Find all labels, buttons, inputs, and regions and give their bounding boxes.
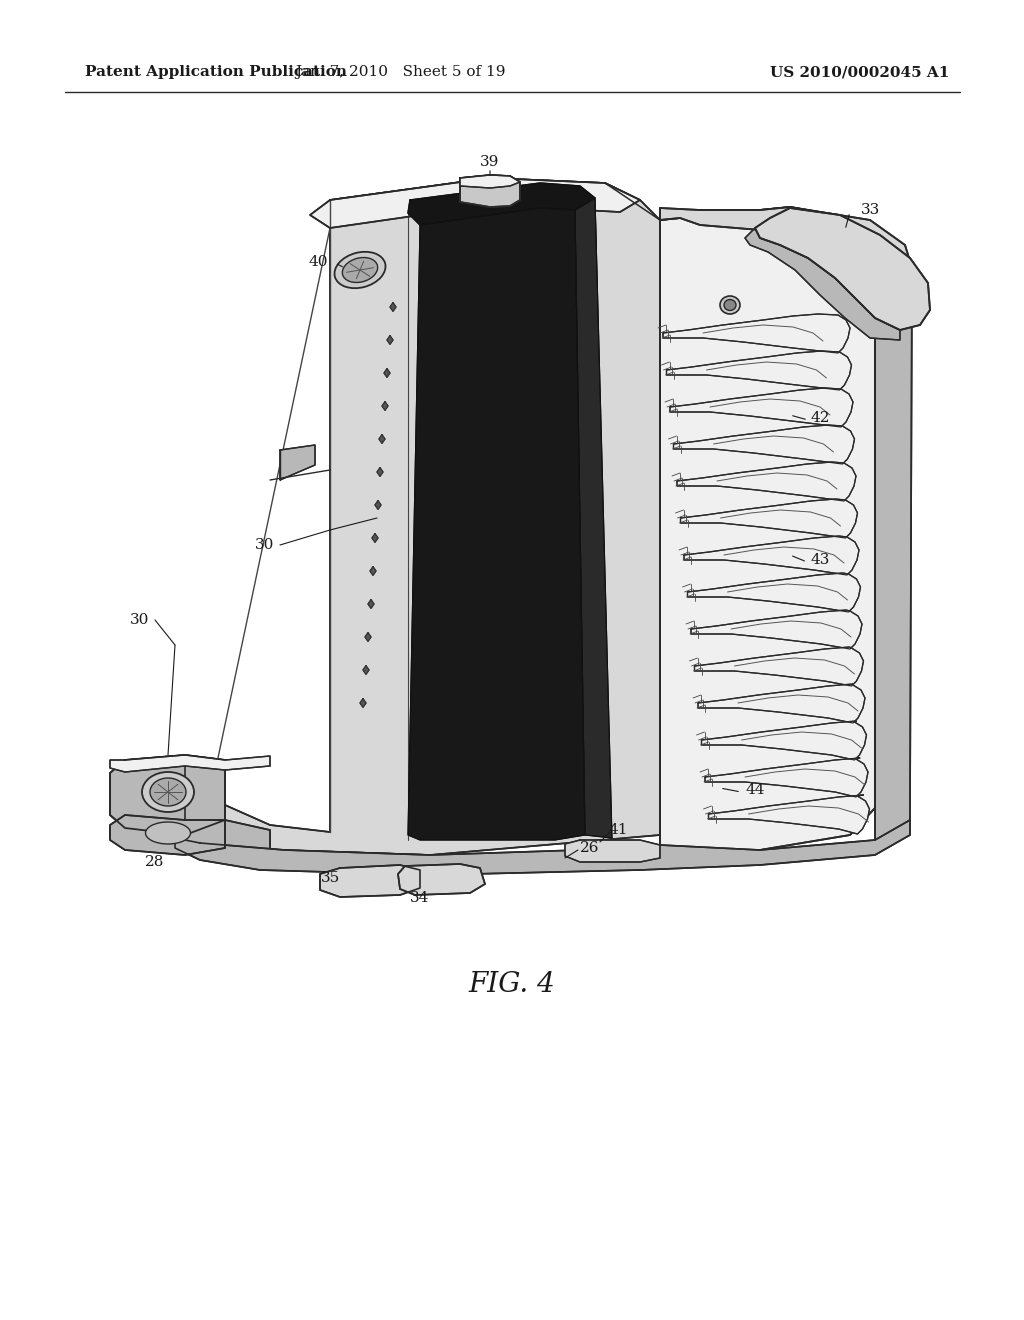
Polygon shape <box>359 698 367 708</box>
Polygon shape <box>670 388 853 426</box>
Polygon shape <box>370 566 376 576</box>
Text: 40: 40 <box>308 255 328 269</box>
Ellipse shape <box>342 257 378 282</box>
Text: 30: 30 <box>130 612 150 627</box>
Polygon shape <box>384 368 390 378</box>
Text: 33: 33 <box>860 203 880 216</box>
Polygon shape <box>667 351 852 389</box>
Ellipse shape <box>724 300 736 310</box>
Polygon shape <box>663 314 850 352</box>
Text: 39: 39 <box>480 154 500 169</box>
Polygon shape <box>408 209 585 840</box>
Polygon shape <box>677 462 856 502</box>
Polygon shape <box>110 755 225 836</box>
Polygon shape <box>280 445 315 480</box>
Ellipse shape <box>335 252 385 288</box>
Polygon shape <box>387 335 393 345</box>
Text: 42: 42 <box>810 411 829 425</box>
Polygon shape <box>687 573 860 612</box>
Polygon shape <box>382 401 388 411</box>
Text: Patent Application Publication: Patent Application Publication <box>85 65 347 79</box>
Ellipse shape <box>150 777 186 807</box>
Polygon shape <box>379 434 385 444</box>
Polygon shape <box>575 198 612 838</box>
Text: Jan. 7, 2010   Sheet 5 of 19: Jan. 7, 2010 Sheet 5 of 19 <box>295 65 505 79</box>
Polygon shape <box>408 183 595 224</box>
Polygon shape <box>310 178 640 228</box>
Text: 26: 26 <box>581 841 600 855</box>
Text: 41: 41 <box>608 822 628 837</box>
Polygon shape <box>755 209 930 330</box>
Text: 43: 43 <box>810 553 829 568</box>
Polygon shape <box>365 632 371 642</box>
Polygon shape <box>398 865 485 895</box>
Polygon shape <box>390 302 396 312</box>
Polygon shape <box>684 536 859 576</box>
Polygon shape <box>691 610 862 649</box>
Polygon shape <box>660 207 912 268</box>
Polygon shape <box>660 207 874 855</box>
Polygon shape <box>709 795 869 834</box>
Polygon shape <box>855 232 912 851</box>
Ellipse shape <box>145 822 190 843</box>
Polygon shape <box>110 820 270 855</box>
Polygon shape <box>377 467 383 477</box>
Polygon shape <box>705 758 868 797</box>
Polygon shape <box>372 533 378 543</box>
Text: 30: 30 <box>255 539 274 552</box>
Polygon shape <box>110 755 270 772</box>
Polygon shape <box>565 840 660 862</box>
Polygon shape <box>368 599 374 609</box>
Ellipse shape <box>720 296 740 314</box>
Text: US 2010/0002045 A1: US 2010/0002045 A1 <box>770 65 949 79</box>
Polygon shape <box>674 425 854 465</box>
Polygon shape <box>745 228 900 341</box>
Polygon shape <box>681 499 857 539</box>
Text: 35: 35 <box>321 871 340 884</box>
Polygon shape <box>319 865 420 898</box>
Polygon shape <box>362 665 369 675</box>
Text: 34: 34 <box>411 891 430 906</box>
Polygon shape <box>375 500 381 510</box>
Polygon shape <box>110 814 225 855</box>
Polygon shape <box>175 820 910 875</box>
Polygon shape <box>694 647 863 686</box>
Polygon shape <box>698 684 865 723</box>
Text: FIG. 4: FIG. 4 <box>469 972 555 998</box>
Polygon shape <box>460 176 520 187</box>
Ellipse shape <box>142 772 194 812</box>
Text: 28: 28 <box>145 855 165 869</box>
Polygon shape <box>185 178 660 855</box>
Polygon shape <box>701 721 866 760</box>
Polygon shape <box>460 176 520 207</box>
Text: 44: 44 <box>745 783 765 797</box>
